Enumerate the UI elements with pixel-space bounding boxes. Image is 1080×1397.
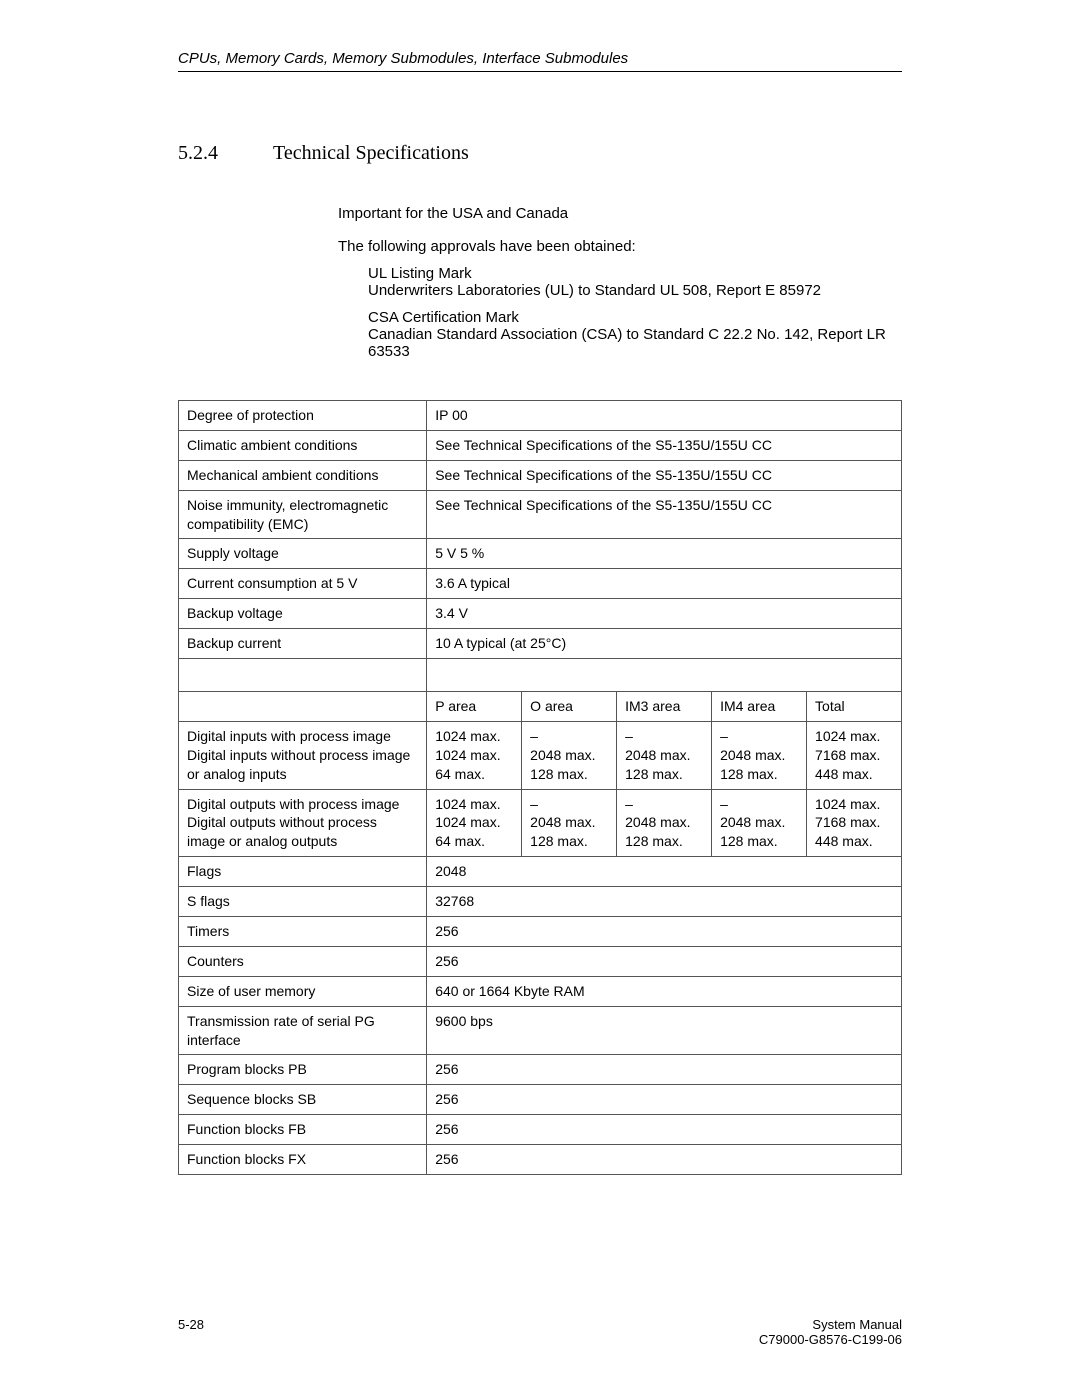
spec-value: 256: [427, 1085, 902, 1115]
spec-label: Function blocks FX: [179, 1145, 427, 1175]
intro-block: Important for the USA and Canada The fol…: [338, 205, 902, 360]
csa-title: CSA Certification Mark: [368, 309, 902, 326]
approval-csa: CSA Certification Mark Canadian Standard…: [368, 309, 902, 360]
spec-value: –2048 max.128 max.: [522, 721, 617, 789]
area-header-row: P areaO areaIM3 areaIM4 areaTotal: [179, 692, 902, 722]
spec-label: Mechanical ambient conditions: [179, 460, 427, 490]
spec-value: 2048: [427, 857, 902, 887]
spec-value: –2048 max.128 max.: [522, 789, 617, 857]
spec-label: Backup current: [179, 629, 427, 659]
spec-label: Degree of protection: [179, 401, 427, 431]
spec-value: 640 or 1664 Kbyte RAM: [427, 976, 902, 1006]
spec-value: See Technical Specifications of the S5-1…: [427, 430, 902, 460]
spec-label: Digital outputs with process imageDigita…: [179, 789, 427, 857]
spec-label: Flags: [179, 857, 427, 887]
table-row: Supply voltage5 V 5 %: [179, 539, 902, 569]
table-row: Sequence blocks SB256: [179, 1085, 902, 1115]
spec-value: 5 V 5 %: [427, 539, 902, 569]
footer-right-line2: C79000-G8576-C199-06: [759, 1332, 902, 1347]
spec-value: –2048 max.128 max.: [617, 789, 712, 857]
spec-label: Function blocks FB: [179, 1115, 427, 1145]
area-header: O area: [522, 692, 617, 722]
ul-detail: Underwriters Laboratories (UL) to Standa…: [368, 282, 902, 299]
footer-doc-id: System Manual C79000-G8576-C199-06: [759, 1317, 902, 1347]
spec-value: 9600 bps: [427, 1006, 902, 1055]
spec-label: Supply voltage: [179, 539, 427, 569]
footer-page-number: 5-28: [178, 1317, 204, 1347]
approval-ul: UL Listing Mark Underwriters Laboratorie…: [368, 265, 902, 299]
area-header: P area: [427, 692, 522, 722]
spec-value: 10 A typical (at 25°C): [427, 629, 902, 659]
table-row: Backup voltage3.4 V: [179, 599, 902, 629]
page-footer: 5-28 System Manual C79000-G8576-C199-06: [178, 1317, 902, 1347]
table-row: Noise immunity, electromagnetic compatib…: [179, 490, 902, 539]
spec-value: 3.6 A typical: [427, 569, 902, 599]
table-row: S flags32768: [179, 887, 902, 917]
spec-value: 32768: [427, 887, 902, 917]
table-row: Current consumption at 5 V3.6 A typical: [179, 569, 902, 599]
table-row: Flags2048: [179, 857, 902, 887]
spec-label: S flags: [179, 887, 427, 917]
table-row: Timers256: [179, 917, 902, 947]
spec-label: Counters: [179, 946, 427, 976]
spec-value: 256: [427, 917, 902, 947]
section-number: 5.2.4: [178, 142, 273, 165]
spec-label: Current consumption at 5 V: [179, 569, 427, 599]
spec-value: –2048 max.128 max.: [712, 721, 807, 789]
header-rule: [178, 71, 902, 72]
running-header: CPUs, Memory Cards, Memory Submodules, I…: [178, 50, 902, 67]
table-row: Degree of protectionIP 00: [179, 401, 902, 431]
spec-value: 256: [427, 1145, 902, 1175]
spec-label: Sequence blocks SB: [179, 1085, 427, 1115]
spec-label: Climatic ambient conditions: [179, 430, 427, 460]
spec-label: Digital inputs with process imageDigital…: [179, 721, 427, 789]
spec-value: IP 00: [427, 401, 902, 431]
spec-value: 1024 max.7168 max.448 max.: [807, 721, 902, 789]
table-row: Function blocks FX256: [179, 1145, 902, 1175]
footer-right-line1: System Manual: [759, 1317, 902, 1332]
spec-value: 1024 max.1024 max.64 max.: [427, 721, 522, 789]
area-header: IM4 area: [712, 692, 807, 722]
spec-label: Timers: [179, 917, 427, 947]
spec-value: 256: [427, 1055, 902, 1085]
spec-label: Transmission rate of serial PG interface: [179, 1006, 427, 1055]
table-row: Function blocks FB256: [179, 1115, 902, 1145]
section-title: Technical Specifications: [273, 142, 469, 164]
spec-label: Size of user memory: [179, 976, 427, 1006]
spec-value: 1024 max.1024 max.64 max.: [427, 789, 522, 857]
table-row: Size of user memory640 or 1664 Kbyte RAM: [179, 976, 902, 1006]
spec-value: See Technical Specifications of the S5-1…: [427, 490, 902, 539]
table-row: Counters256: [179, 946, 902, 976]
spec-value: 256: [427, 1115, 902, 1145]
spec-table: Degree of protectionIP 00Climatic ambien…: [178, 400, 902, 1175]
area-header: IM3 area: [617, 692, 712, 722]
table-row: Digital outputs with process imageDigita…: [179, 789, 902, 857]
spec-value: 1024 max.7168 max.448 max.: [807, 789, 902, 857]
intro-line-1: Important for the USA and Canada: [338, 205, 902, 222]
table-row: Mechanical ambient conditionsSee Technic…: [179, 460, 902, 490]
intro-line-2: The following approvals have been obtain…: [338, 238, 902, 255]
spec-label: Backup voltage: [179, 599, 427, 629]
table-row: Backup current10 A typical (at 25°C): [179, 629, 902, 659]
spec-value: 256: [427, 946, 902, 976]
table-row: Climatic ambient conditionsSee Technical…: [179, 430, 902, 460]
section-heading: 5.2.4Technical Specifications: [178, 142, 902, 165]
area-header: Total: [807, 692, 902, 722]
table-row: Digital inputs with process imageDigital…: [179, 721, 902, 789]
spec-value: –2048 max.128 max.: [712, 789, 807, 857]
spec-label: Noise immunity, electromagnetic compatib…: [179, 490, 427, 539]
table-row: Program blocks PB256: [179, 1055, 902, 1085]
ul-title: UL Listing Mark: [368, 265, 902, 282]
table-spacer-row: [179, 659, 902, 692]
table-row: Transmission rate of serial PG interface…: [179, 1006, 902, 1055]
csa-detail: Canadian Standard Association (CSA) to S…: [368, 326, 902, 360]
spec-value: See Technical Specifications of the S5-1…: [427, 460, 902, 490]
spec-value: 3.4 V: [427, 599, 902, 629]
spec-label: Program blocks PB: [179, 1055, 427, 1085]
spec-value: –2048 max.128 max.: [617, 721, 712, 789]
